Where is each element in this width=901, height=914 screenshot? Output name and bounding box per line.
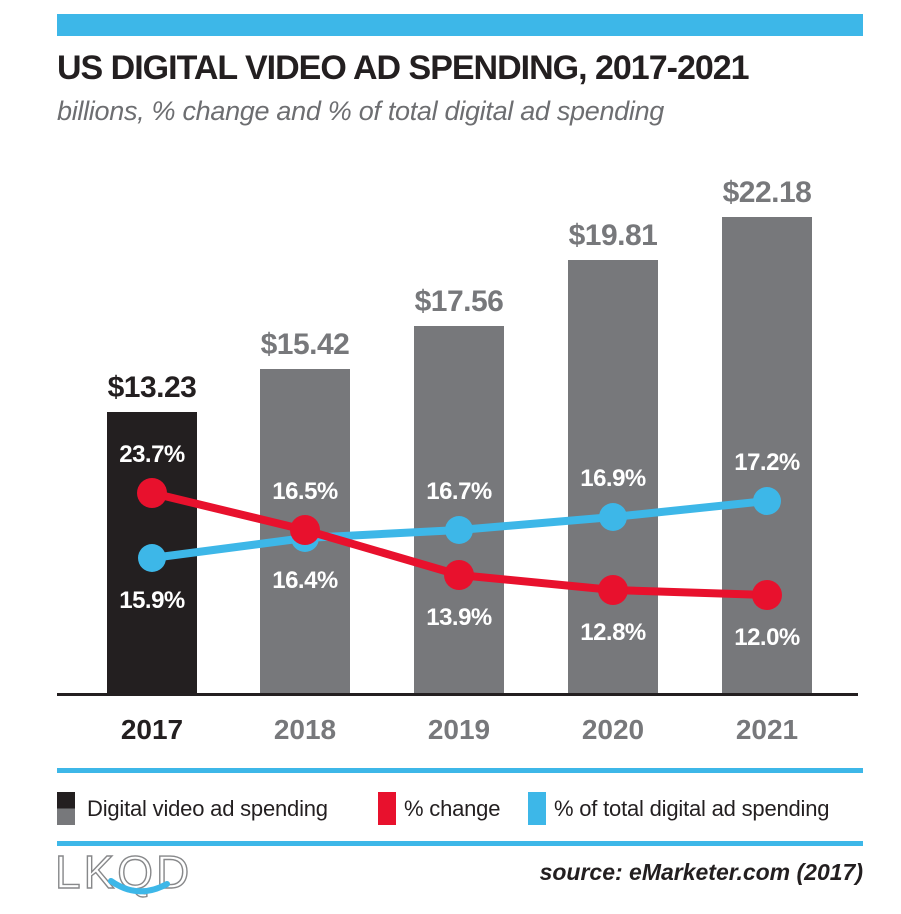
pct-change-label: 23.7% — [119, 441, 185, 468]
pct-change-label: 13.9% — [426, 604, 492, 631]
bar-2019 — [414, 326, 504, 693]
bar-2021 — [722, 217, 812, 693]
pct-total-label: 15.9% — [119, 587, 185, 614]
legend-divider-top — [57, 768, 863, 773]
bar-value-label: $19.81 — [568, 219, 658, 252]
legend-swatch-bar — [57, 792, 75, 825]
legend-divider-bottom — [57, 841, 863, 846]
pct-total-label: 16.7% — [426, 478, 492, 505]
x-axis-label: 2017 — [120, 714, 184, 745]
top-accent-bar — [57, 14, 863, 36]
legend-label-bar: Digital video ad spending — [87, 796, 328, 821]
pct-change-label: 12.0% — [734, 624, 800, 651]
pct-total-label: 16.4% — [272, 567, 338, 594]
chart-title: US DIGITAL VIDEO AD SPENDING, 2017-2021 — [57, 49, 750, 87]
legend-swatch-pct-change — [378, 792, 396, 825]
x-axis-label: 2018 — [273, 714, 337, 745]
bar-value-label: $17.56 — [414, 285, 504, 318]
x-axis-label: 2020 — [581, 714, 645, 745]
bar-value-label: $15.42 — [260, 328, 350, 361]
legend-label-pct-total: % of total digital ad spending — [554, 796, 830, 821]
x-axis-label: 2021 — [735, 714, 799, 745]
bar-value-label: $13.23 — [107, 371, 197, 404]
chart-subtitle: billions, % change and % of total digita… — [57, 96, 665, 126]
legend-swatch-pct-total — [528, 792, 546, 825]
source-credit: source: eMarketer.com (2017) — [539, 859, 863, 885]
lkqd-logo: LKQD — [54, 848, 190, 899]
lkqd-logo-swoosh — [108, 878, 170, 895]
pct-total-label: 16.9% — [580, 465, 646, 492]
bar-2018 — [260, 369, 350, 693]
pct-change-label: 12.8% — [580, 619, 646, 646]
legend-label-pct-change: % change — [404, 796, 501, 821]
pct-total-label: 17.2% — [734, 449, 800, 476]
x-axis-line — [57, 693, 858, 696]
bar-2020 — [568, 260, 658, 693]
bar-value-label: $22.18 — [722, 176, 812, 209]
pct-change-label: 16.5% — [272, 478, 338, 505]
x-axis-label: 2019 — [427, 714, 491, 745]
